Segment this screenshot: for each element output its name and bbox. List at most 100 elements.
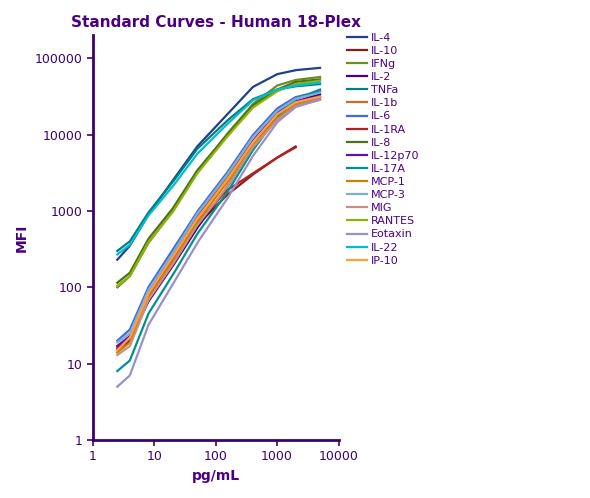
Eotaxin (234, 178, 241, 184)
IL-6 (297, 93, 304, 99)
IL-6 (114, 337, 122, 343)
Line: IFNg: IFNg (117, 77, 320, 287)
RANTES (297, 80, 304, 86)
IP-10 (297, 98, 304, 104)
IL-1RA (276, 154, 283, 160)
IL-4 (316, 65, 323, 71)
TNFa (114, 248, 122, 253)
Line: IL-22: IL-22 (117, 83, 320, 254)
IL-6 (238, 149, 245, 155)
TNFa (284, 85, 291, 91)
Eotaxin (238, 172, 245, 178)
IL-10 (114, 343, 121, 349)
IL-1b (316, 94, 323, 100)
IL-12p70 (316, 93, 323, 99)
IL-10 (276, 153, 283, 159)
MCP-3 (316, 90, 323, 96)
IFNg (114, 284, 121, 290)
IL-10 (219, 196, 227, 202)
IFNg (234, 119, 241, 125)
RANTES (238, 118, 245, 124)
IL-10 (292, 143, 299, 149)
IP-10 (316, 94, 323, 100)
MCP-3 (297, 95, 304, 101)
IL-1RA (219, 192, 227, 198)
IL-8 (297, 78, 304, 84)
IL-2 (114, 347, 121, 353)
IL-2 (234, 167, 241, 173)
Line: IL-2: IL-2 (117, 94, 320, 350)
Title: Standard Curves - Human 18-Plex: Standard Curves - Human 18-Plex (71, 15, 360, 30)
IL-12p70 (297, 98, 304, 104)
IL-1b (114, 347, 121, 353)
RANTES (234, 122, 241, 127)
IL-2 (316, 91, 323, 97)
Line: TNFa: TNFa (117, 84, 320, 251)
MCP-1 (114, 350, 121, 356)
Line: IL-17A: IL-17A (117, 90, 320, 371)
IL-4 (234, 101, 241, 107)
IP-10 (238, 156, 245, 162)
Line: IL-10: IL-10 (117, 146, 296, 346)
IFNg (297, 76, 304, 82)
TNFa (234, 109, 241, 115)
Line: Eotaxin: Eotaxin (117, 100, 320, 386)
X-axis label: pg/mL: pg/mL (192, 469, 240, 483)
IL-1b (297, 99, 304, 105)
IP-10 (234, 162, 241, 168)
IL-22 (316, 80, 323, 86)
IL-17A (316, 87, 323, 93)
MCP-3 (114, 340, 121, 346)
IL-1RA (220, 191, 227, 197)
IL-8 (284, 82, 291, 88)
IL-1b (284, 105, 291, 111)
MCP-3 (284, 101, 291, 107)
IL-10 (114, 343, 122, 349)
IL-17A (234, 172, 241, 178)
MIG (234, 168, 241, 174)
MCP-3 (238, 151, 245, 157)
IL-4 (114, 256, 122, 262)
MCP-1 (284, 107, 291, 113)
MCP-1 (316, 96, 323, 102)
IL-1RA (292, 144, 299, 150)
IL-8 (114, 280, 121, 286)
IL-17A (114, 368, 122, 374)
MCP-1 (234, 165, 241, 171)
MIG (234, 167, 241, 173)
IL-10 (220, 196, 227, 202)
IL-12p70 (114, 343, 122, 349)
Y-axis label: MFI: MFI (15, 224, 29, 252)
TNFa (238, 106, 245, 112)
IL-22 (234, 111, 241, 117)
IL-4 (284, 69, 291, 75)
IP-10 (284, 104, 291, 110)
IL-8 (234, 120, 241, 125)
MIG (114, 352, 122, 358)
Line: IL-1b: IL-1b (117, 97, 320, 350)
IL-6 (316, 88, 323, 94)
Line: MCP-3: MCP-3 (117, 93, 320, 343)
MCP-3 (234, 156, 241, 162)
IL-1RA (114, 345, 122, 351)
IL-8 (234, 120, 241, 126)
IL-1b (234, 160, 241, 166)
IL-22 (114, 251, 121, 257)
IL-2 (114, 347, 122, 353)
IL-22 (284, 84, 291, 90)
IL-4 (238, 96, 245, 102)
MIG (284, 109, 291, 115)
MCP-1 (114, 349, 122, 355)
MCP-1 (234, 164, 241, 170)
Line: IL-1RA: IL-1RA (117, 147, 296, 348)
IL-22 (114, 251, 122, 257)
Line: MIG: MIG (117, 100, 320, 355)
Line: IL-8: IL-8 (117, 79, 320, 283)
IL-1RA (264, 161, 271, 167)
Line: IL-6: IL-6 (117, 91, 320, 341)
IL-2 (238, 161, 245, 167)
Eotaxin (284, 110, 291, 116)
Line: RANTES: RANTES (117, 81, 320, 286)
Eotaxin (114, 383, 122, 389)
IL-12p70 (238, 155, 245, 161)
